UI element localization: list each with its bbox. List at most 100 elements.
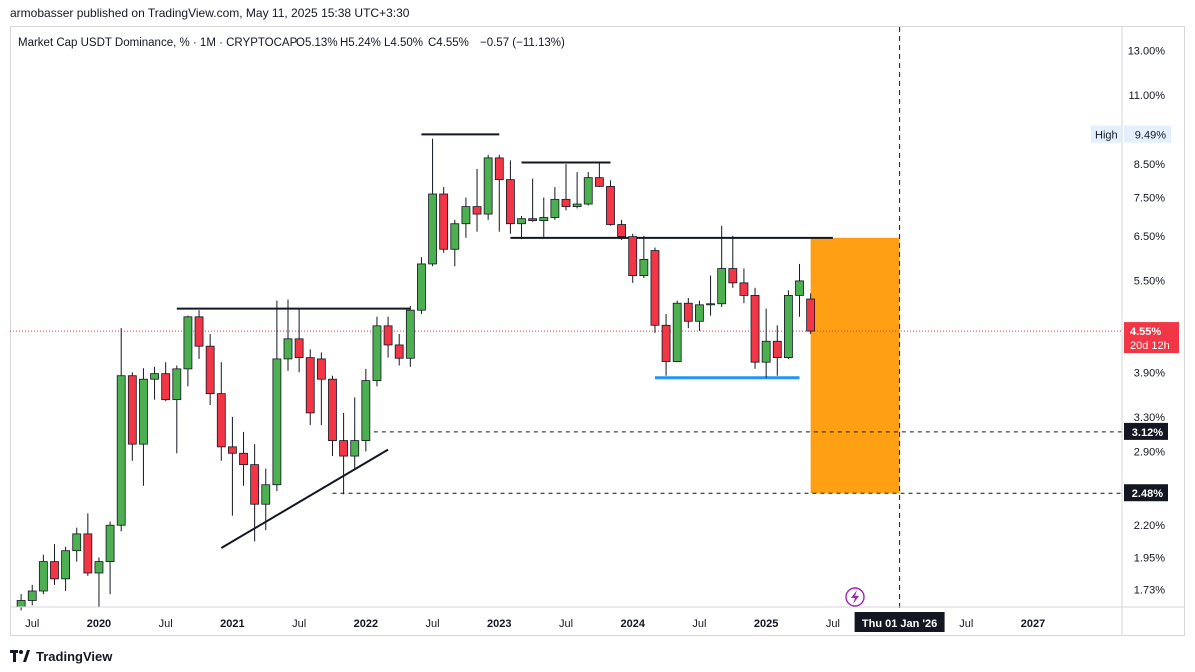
candle-body-31	[361, 380, 371, 441]
y-tick-label-11: 1.73%	[1134, 584, 1165, 596]
high-value-bg	[1124, 125, 1171, 143]
candle-body-5	[72, 533, 82, 552]
candle-body-9	[116, 375, 126, 526]
target-tag-label-1: 3.12%	[1132, 427, 1163, 439]
reference-lines-layer	[10, 27, 1122, 627]
candle-body-21	[250, 464, 260, 505]
candle-body-18	[216, 393, 226, 448]
candle-body-52	[594, 177, 604, 187]
current-countdown-label: 20d 12h	[1130, 340, 1170, 352]
candle-body-45	[517, 218, 526, 225]
x-tick-label-3: 2021	[220, 618, 244, 630]
legend-layer: Market Cap USDT Dominance, % · 1M · CRYP…	[18, 37, 565, 49]
y-tick-label-5: 5.50%	[1134, 275, 1165, 287]
x-tick-label-9: 2024	[620, 618, 645, 630]
candles-layer	[16, 138, 816, 611]
x-tick-label-11: 2025	[754, 618, 778, 630]
candle-body-30	[350, 440, 360, 457]
candle-body-12	[150, 373, 159, 380]
candle-body-27	[316, 358, 326, 380]
candle-body-17	[205, 345, 215, 395]
candle-body-71	[806, 298, 816, 332]
candle-body-35	[405, 309, 415, 359]
candle-body-43	[494, 157, 504, 181]
candle-body-62	[706, 303, 715, 306]
candle-body-1	[27, 590, 37, 601]
candle-body-22	[261, 484, 271, 505]
candle-body-59	[672, 302, 682, 362]
legend-open: O5.13%	[296, 37, 338, 49]
x-tick-label-5: 2022	[354, 618, 378, 630]
candle-body-24	[283, 338, 293, 360]
candle-body-49	[561, 198, 571, 208]
candle-body-23	[272, 358, 282, 486]
candle-body-44	[505, 179, 515, 225]
y-tick-label-8: 2.90%	[1134, 446, 1165, 458]
candle-body-42	[483, 157, 493, 215]
candle-body-58	[661, 324, 671, 362]
candle-body-70	[795, 280, 804, 296]
y-tick-label-2: 8.50%	[1134, 159, 1165, 171]
tradingview-footer: TradingView	[10, 647, 112, 665]
legend-change: −0.57 (−11.13%)	[480, 37, 565, 49]
projection-zone	[810, 237, 900, 494]
candle-body-39	[450, 223, 460, 250]
legend-close: C4.55%	[428, 37, 469, 49]
y-tick-label-10: 1.95%	[1134, 552, 1165, 564]
candle-body-63	[717, 268, 727, 305]
candle-body-57	[650, 250, 660, 326]
candle-body-28	[328, 378, 337, 441]
candle-body-7	[94, 561, 104, 574]
legend-low: L4.50%	[384, 37, 423, 49]
candle-body-67	[761, 340, 771, 363]
legend-high: H5.24%	[340, 37, 381, 49]
candle-body-41	[472, 206, 482, 215]
x-tick-label-6: Jul	[426, 618, 440, 630]
candle-body-55	[628, 236, 638, 277]
x-tick-label-0: Jul	[25, 618, 39, 630]
candle-body-15	[183, 316, 193, 370]
candle-body-10	[127, 375, 137, 445]
drawing-layer	[176, 133, 833, 549]
x-tick-label-2: Jul	[159, 618, 173, 630]
candle-body-36	[417, 263, 426, 311]
candle-body-53	[606, 185, 615, 225]
candle-body-2	[38, 561, 48, 592]
candle-body-3	[50, 561, 59, 580]
candle-body-20	[239, 452, 248, 466]
candle-body-0	[16, 600, 26, 608]
candle-body-47	[539, 217, 549, 222]
candle-body-48	[550, 198, 560, 218]
candle-body-19	[227, 446, 237, 454]
target-tag-bg-1	[1124, 422, 1168, 440]
candle-body-65	[739, 282, 749, 296]
candle-body-26	[305, 357, 315, 414]
candle-body-16	[194, 316, 204, 347]
y-tick-label-3: 7.50%	[1134, 193, 1165, 205]
x-tick-label-8: Jul	[559, 618, 573, 630]
y-tick-label-6: 3.90%	[1134, 367, 1165, 379]
candle-body-50	[572, 203, 582, 208]
current-value-bg	[1124, 322, 1179, 354]
x-tick-label-7: 2023	[487, 618, 511, 630]
candle-body-60	[683, 302, 693, 322]
candle-body-68	[772, 340, 782, 359]
x-tick-label-10: Jul	[692, 618, 706, 630]
x-tick-label-4: Jul	[292, 618, 306, 630]
lightning-icon[interactable]	[845, 587, 865, 607]
date-marker-label: Thu 01 Jan '26	[862, 618, 937, 630]
candle-body-56	[639, 259, 649, 277]
y-tick-label-7: 3.30%	[1134, 412, 1165, 424]
candle-body-29	[339, 440, 349, 457]
candle-body-37	[428, 193, 437, 265]
high-value-label: 9.49%	[1135, 130, 1166, 142]
candle-body-64	[728, 268, 738, 284]
candle-body-13	[161, 373, 171, 401]
candle-body-38	[439, 193, 449, 250]
legend-symbol: Market Cap USDT Dominance, % · 1M · CRYP…	[18, 37, 298, 49]
x-tick-label-12: Jul	[826, 618, 840, 630]
x-tick-label-1: 2020	[87, 618, 111, 630]
x-tick-label-13: Jul	[959, 618, 973, 630]
candle-body-4	[61, 550, 71, 580]
